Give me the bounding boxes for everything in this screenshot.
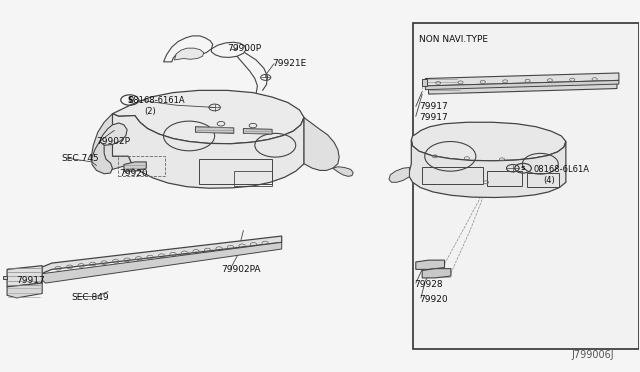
Polygon shape bbox=[113, 90, 304, 144]
Text: S: S bbox=[127, 96, 132, 105]
Text: 79920: 79920 bbox=[419, 295, 447, 304]
Text: 79917: 79917 bbox=[419, 102, 448, 111]
Polygon shape bbox=[389, 167, 410, 182]
Polygon shape bbox=[243, 129, 272, 134]
Text: SEC.745: SEC.745 bbox=[61, 154, 99, 163]
Polygon shape bbox=[426, 73, 619, 86]
Polygon shape bbox=[92, 114, 132, 172]
Bar bbox=[422, 167, 483, 184]
Text: 79900P: 79900P bbox=[227, 44, 262, 53]
Text: 79917: 79917 bbox=[419, 113, 448, 122]
Text: 79902PA: 79902PA bbox=[221, 265, 260, 274]
Polygon shape bbox=[124, 162, 147, 171]
Text: 08168-6L61A: 08168-6L61A bbox=[534, 165, 590, 174]
Polygon shape bbox=[422, 269, 451, 278]
Bar bbox=[527, 173, 559, 187]
Polygon shape bbox=[41, 242, 282, 283]
Polygon shape bbox=[100, 123, 127, 145]
Polygon shape bbox=[174, 48, 204, 60]
Text: S: S bbox=[521, 166, 525, 171]
Polygon shape bbox=[422, 78, 428, 86]
Polygon shape bbox=[412, 122, 566, 161]
Text: J799006J: J799006J bbox=[571, 350, 614, 360]
Text: 79921E: 79921E bbox=[272, 59, 307, 68]
Text: (4): (4) bbox=[543, 176, 556, 185]
Polygon shape bbox=[113, 114, 304, 188]
Text: 79920: 79920 bbox=[119, 169, 147, 177]
Bar bbox=[118, 156, 166, 176]
Polygon shape bbox=[3, 276, 7, 279]
Polygon shape bbox=[7, 283, 42, 298]
Text: 79902P: 79902P bbox=[97, 137, 131, 146]
Polygon shape bbox=[195, 127, 234, 134]
Polygon shape bbox=[333, 167, 353, 176]
Text: 79928: 79928 bbox=[415, 280, 443, 289]
Polygon shape bbox=[41, 236, 282, 274]
Bar bbox=[487, 171, 522, 186]
Polygon shape bbox=[429, 82, 617, 94]
Polygon shape bbox=[7, 266, 42, 287]
Text: 79917: 79917 bbox=[17, 276, 45, 285]
Bar bbox=[413, 23, 639, 349]
Polygon shape bbox=[304, 118, 339, 170]
Text: 08168-6161A: 08168-6161A bbox=[129, 96, 185, 105]
Polygon shape bbox=[426, 80, 619, 90]
Text: NON NAVI.TYPE: NON NAVI.TYPE bbox=[419, 35, 488, 44]
Bar bbox=[234, 171, 272, 186]
Bar bbox=[198, 159, 272, 184]
Polygon shape bbox=[416, 260, 445, 269]
Text: (2): (2) bbox=[145, 108, 156, 116]
Text: SEC.849: SEC.849 bbox=[71, 293, 109, 302]
Polygon shape bbox=[410, 140, 566, 198]
Polygon shape bbox=[92, 141, 113, 174]
